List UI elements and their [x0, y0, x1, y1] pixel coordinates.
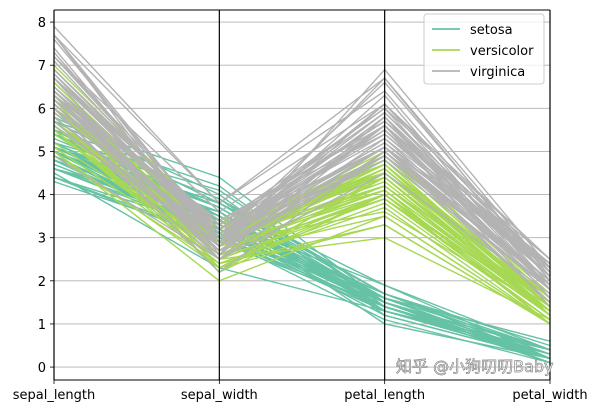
legend-box [423, 13, 545, 85]
line-versicolor-31 [53, 129, 551, 325]
line-virginica-49 [53, 112, 551, 290]
line-virginica-9 [53, 56, 551, 260]
line-virginica-40 [53, 77, 551, 265]
y-tick-label-0: 0 [38, 361, 46, 376]
line-virginica-44 [53, 77, 551, 260]
axes [53, 9, 551, 384]
legend: setosa versicolor virginica [423, 13, 545, 85]
y-tick-label-3: 3 [38, 232, 46, 247]
y-tick-label-2: 2 [38, 275, 46, 290]
line-versicolor-48 [53, 146, 551, 321]
data-lines [53, 25, 551, 364]
axis-label-sepal_length: sepal_length [13, 388, 96, 403]
y-tick-label-8: 8 [38, 16, 46, 31]
line-virginica-17 [53, 34, 551, 273]
axis-label-petal_length: petal_length [344, 388, 425, 403]
legend-label-virginica: virginica [470, 65, 525, 80]
axis-label-petal_width: petal_width [512, 388, 587, 403]
line-virginica-22 [53, 34, 551, 282]
axis-labels: sepal_length sepal_width petal_length petal… [13, 388, 588, 403]
legend-label-versicolor: versicolor [470, 44, 534, 59]
line-virginica-48 [53, 99, 551, 269]
y-tick-labels: 0 1 2 3 4 5 6 7 8 [38, 16, 54, 376]
y-tick-label-4: 4 [38, 189, 46, 204]
line-virginica-47 [53, 86, 551, 282]
y-tick-label-6: 6 [38, 102, 46, 117]
line-virginica-19 [53, 107, 551, 303]
y-tick-label-1: 1 [38, 318, 46, 333]
watermark: 知乎 @小狗叨叨Baby [396, 357, 554, 376]
y-tick-label-7: 7 [38, 59, 46, 74]
line-virginica-6 [53, 155, 551, 295]
line-versicolor-39 [53, 129, 551, 312]
line-versicolor-43 [53, 150, 551, 325]
y-tick-label-5: 5 [38, 145, 46, 160]
legend-label-setosa: setosa [470, 23, 513, 38]
line-virginica-32 [53, 90, 551, 273]
axis-label-sepal_width: sepal_width [181, 388, 258, 403]
line-virginica-42 [53, 116, 551, 286]
